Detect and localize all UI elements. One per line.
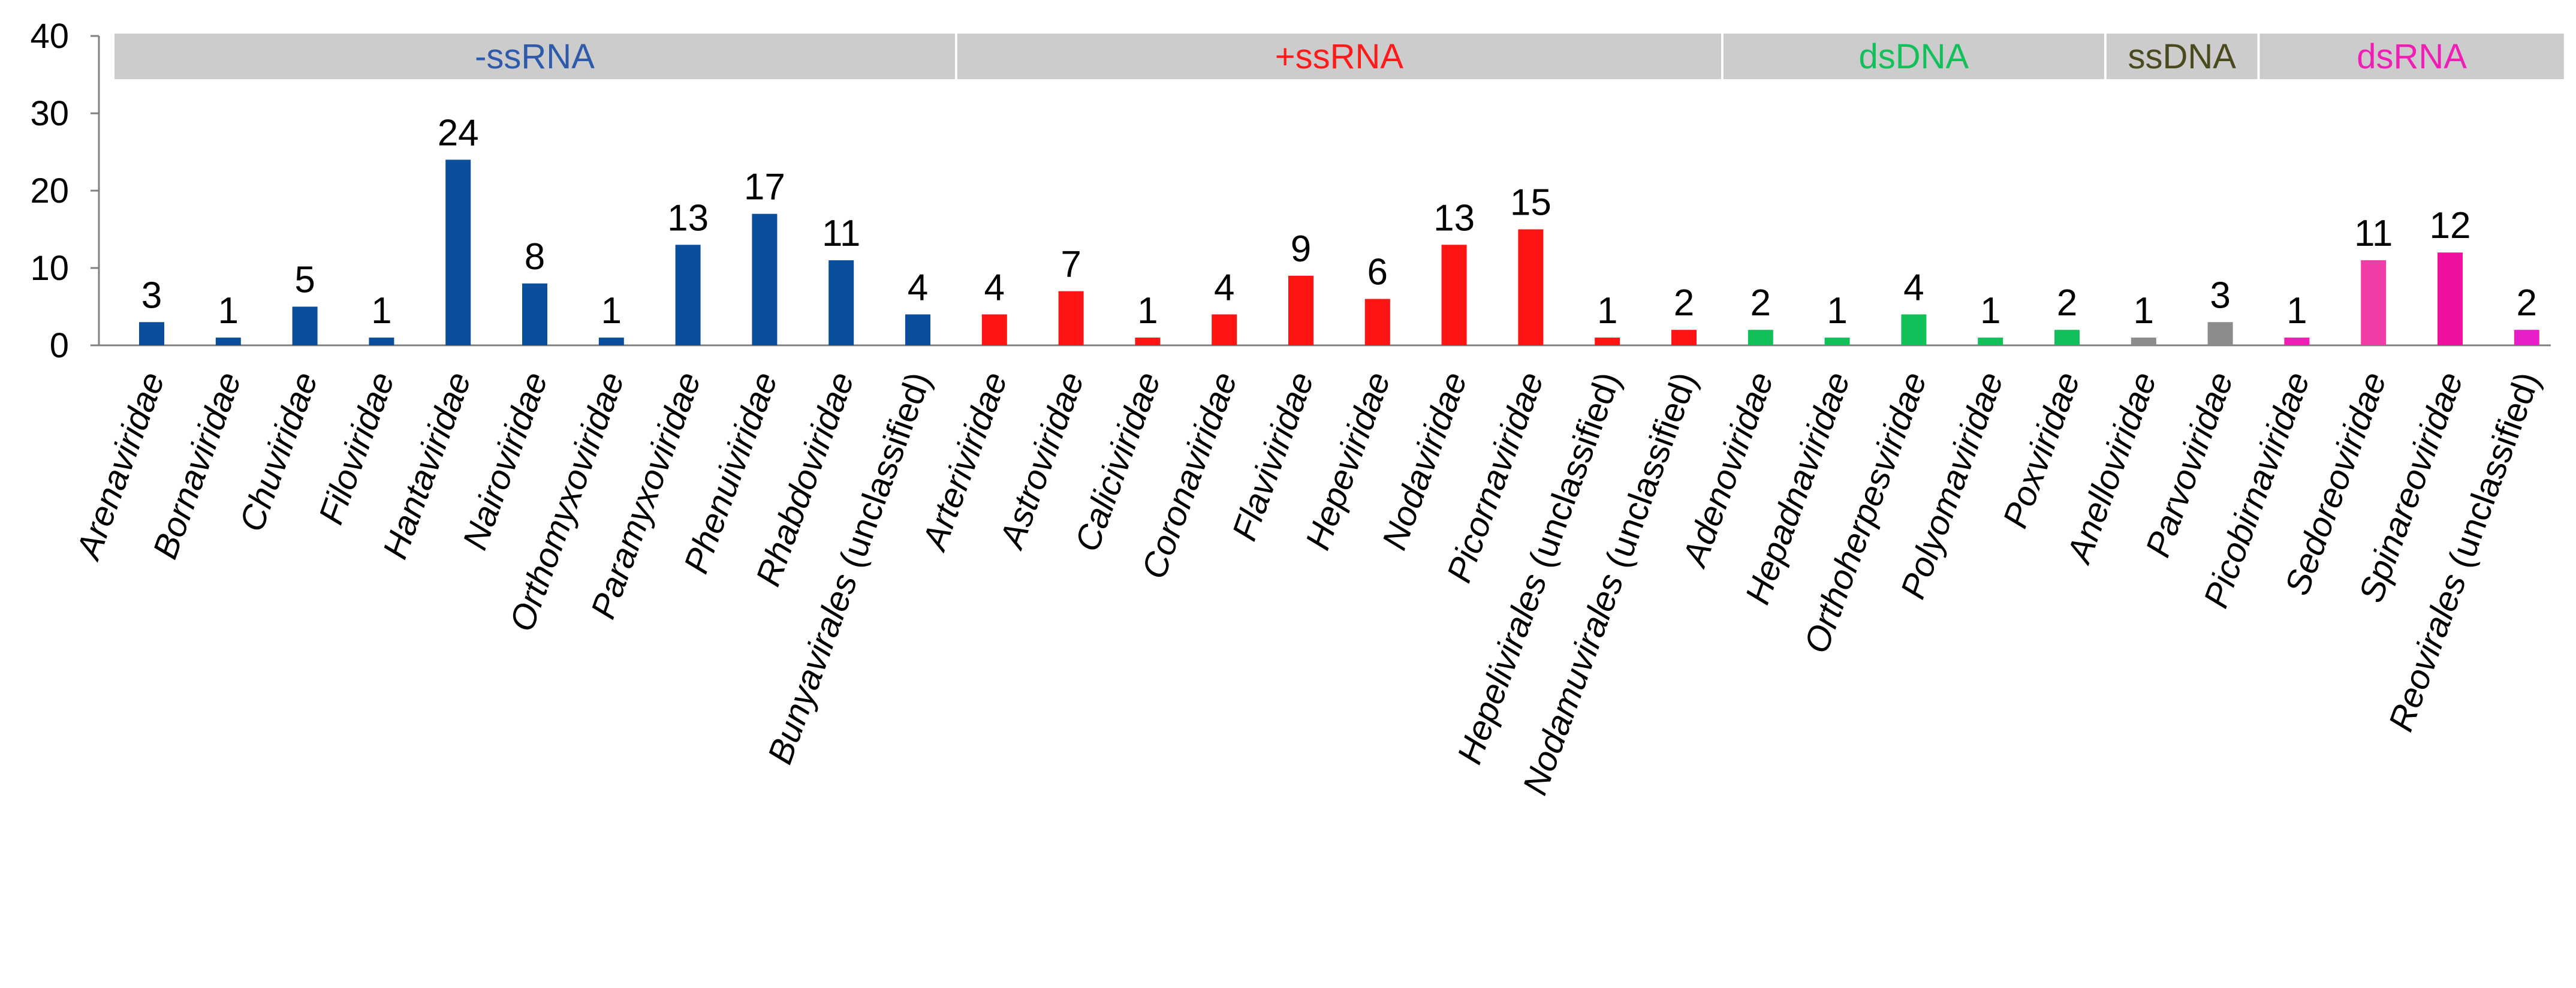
data-label-16: 6: [1367, 252, 1388, 293]
group-band-0: [115, 34, 955, 79]
x-tick-label-italic-31: Reovirales: [2381, 568, 2474, 736]
y-tick-label-2: 20: [30, 171, 69, 210]
bar-22: [1824, 338, 1850, 345]
data-label-17: 13: [1433, 197, 1475, 239]
data-label-10: 4: [908, 267, 928, 308]
data-label-0: 3: [141, 275, 162, 316]
bar-10: [905, 314, 930, 345]
data-label-25: 2: [2057, 282, 2077, 324]
bar-30: [2438, 252, 2463, 345]
bar-14: [1212, 314, 1237, 345]
group-band-1: [957, 34, 1721, 79]
data-label-18: 15: [1510, 182, 1551, 224]
data-label-11: 4: [984, 267, 1005, 308]
data-label-9: 11: [822, 213, 860, 254]
bar-6: [598, 338, 624, 345]
bar-16: [1364, 299, 1390, 345]
y-tick-label-4: 40: [30, 17, 69, 56]
x-tick-label-italic-10: Bunyavirales: [760, 568, 865, 769]
x-tick-label-italic-3: Filoviridae: [311, 367, 402, 529]
data-label-22: 1: [1827, 290, 1847, 332]
group-label-2: dsDNA: [1859, 37, 1969, 76]
bar-0: [139, 322, 164, 345]
bar-27: [2207, 322, 2233, 345]
group-band-3: [2106, 34, 2258, 79]
data-label-30: 12: [2430, 205, 2471, 246]
data-label-29: 11: [2354, 213, 2393, 254]
group-band-4: [2259, 34, 2564, 79]
data-label-20: 2: [1674, 282, 1694, 324]
data-label-3: 1: [371, 290, 391, 332]
bar-19: [1595, 338, 1620, 345]
y-tick-label-0: 0: [50, 326, 69, 365]
data-label-21: 2: [1751, 282, 1771, 324]
data-label-31: 2: [2517, 282, 2537, 324]
bar-11: [981, 314, 1007, 345]
data-label-8: 17: [744, 167, 785, 208]
group-label-3: ssDNA: [2128, 37, 2236, 76]
bar-24: [1978, 338, 2003, 345]
bar-31: [2514, 330, 2539, 345]
data-label-13: 1: [1137, 290, 1158, 332]
data-label-5: 8: [525, 236, 545, 278]
data-label-1: 1: [218, 290, 239, 332]
data-label-24: 1: [1980, 290, 2000, 332]
x-tick-label-3: Filoviridae: [311, 367, 402, 529]
group-label-1: +ssRNA: [1275, 37, 1404, 76]
x-tick-label-25: Poxviridae: [1996, 367, 2088, 533]
bar-23: [1901, 314, 1927, 345]
data-label-12: 7: [1060, 244, 1081, 285]
data-label-19: 1: [1597, 290, 1617, 332]
bar-25: [2054, 330, 2080, 345]
data-label-27: 3: [2210, 275, 2230, 316]
bar-13: [1135, 338, 1161, 345]
bar-15: [1288, 275, 1313, 345]
group-label-4: dsRNA: [2357, 37, 2467, 76]
bar-3: [369, 338, 394, 345]
y-tick-label-3: 30: [30, 94, 69, 133]
data-label-6: 1: [601, 290, 622, 332]
bar-4: [445, 159, 471, 345]
y-tick-label-1: 10: [30, 249, 69, 288]
bar-29: [2361, 260, 2387, 345]
bar-7: [675, 245, 701, 345]
bar-9: [828, 260, 854, 345]
x-tick-label-italic-2: Chuviridae: [232, 367, 326, 537]
bar-2: [292, 306, 318, 345]
bar-17: [1441, 245, 1467, 345]
bar-5: [522, 283, 547, 345]
bar-12: [1058, 291, 1084, 345]
data-label-15: 9: [1291, 228, 1311, 270]
x-tick-label-italic-25: Poxviridae: [1996, 367, 2088, 533]
group-band-2: [1723, 34, 2104, 79]
bar-26: [2131, 338, 2156, 345]
bar-18: [1518, 229, 1544, 345]
bar-8: [752, 213, 778, 345]
bar-28: [2284, 338, 2310, 345]
group-label-0: -ssRNA: [475, 37, 595, 76]
data-label-4: 24: [438, 112, 479, 153]
bar-21: [1748, 330, 1773, 345]
data-label-28: 1: [2286, 290, 2307, 332]
data-label-2: 5: [294, 260, 315, 301]
bar-20: [1671, 330, 1697, 345]
data-label-7: 13: [667, 197, 709, 239]
x-tick-label-2: Chuviridae: [232, 367, 326, 537]
data-label-23: 4: [1903, 267, 1924, 308]
bar-1: [215, 338, 241, 345]
data-label-14: 4: [1214, 267, 1234, 308]
data-label-26: 1: [2134, 290, 2154, 332]
